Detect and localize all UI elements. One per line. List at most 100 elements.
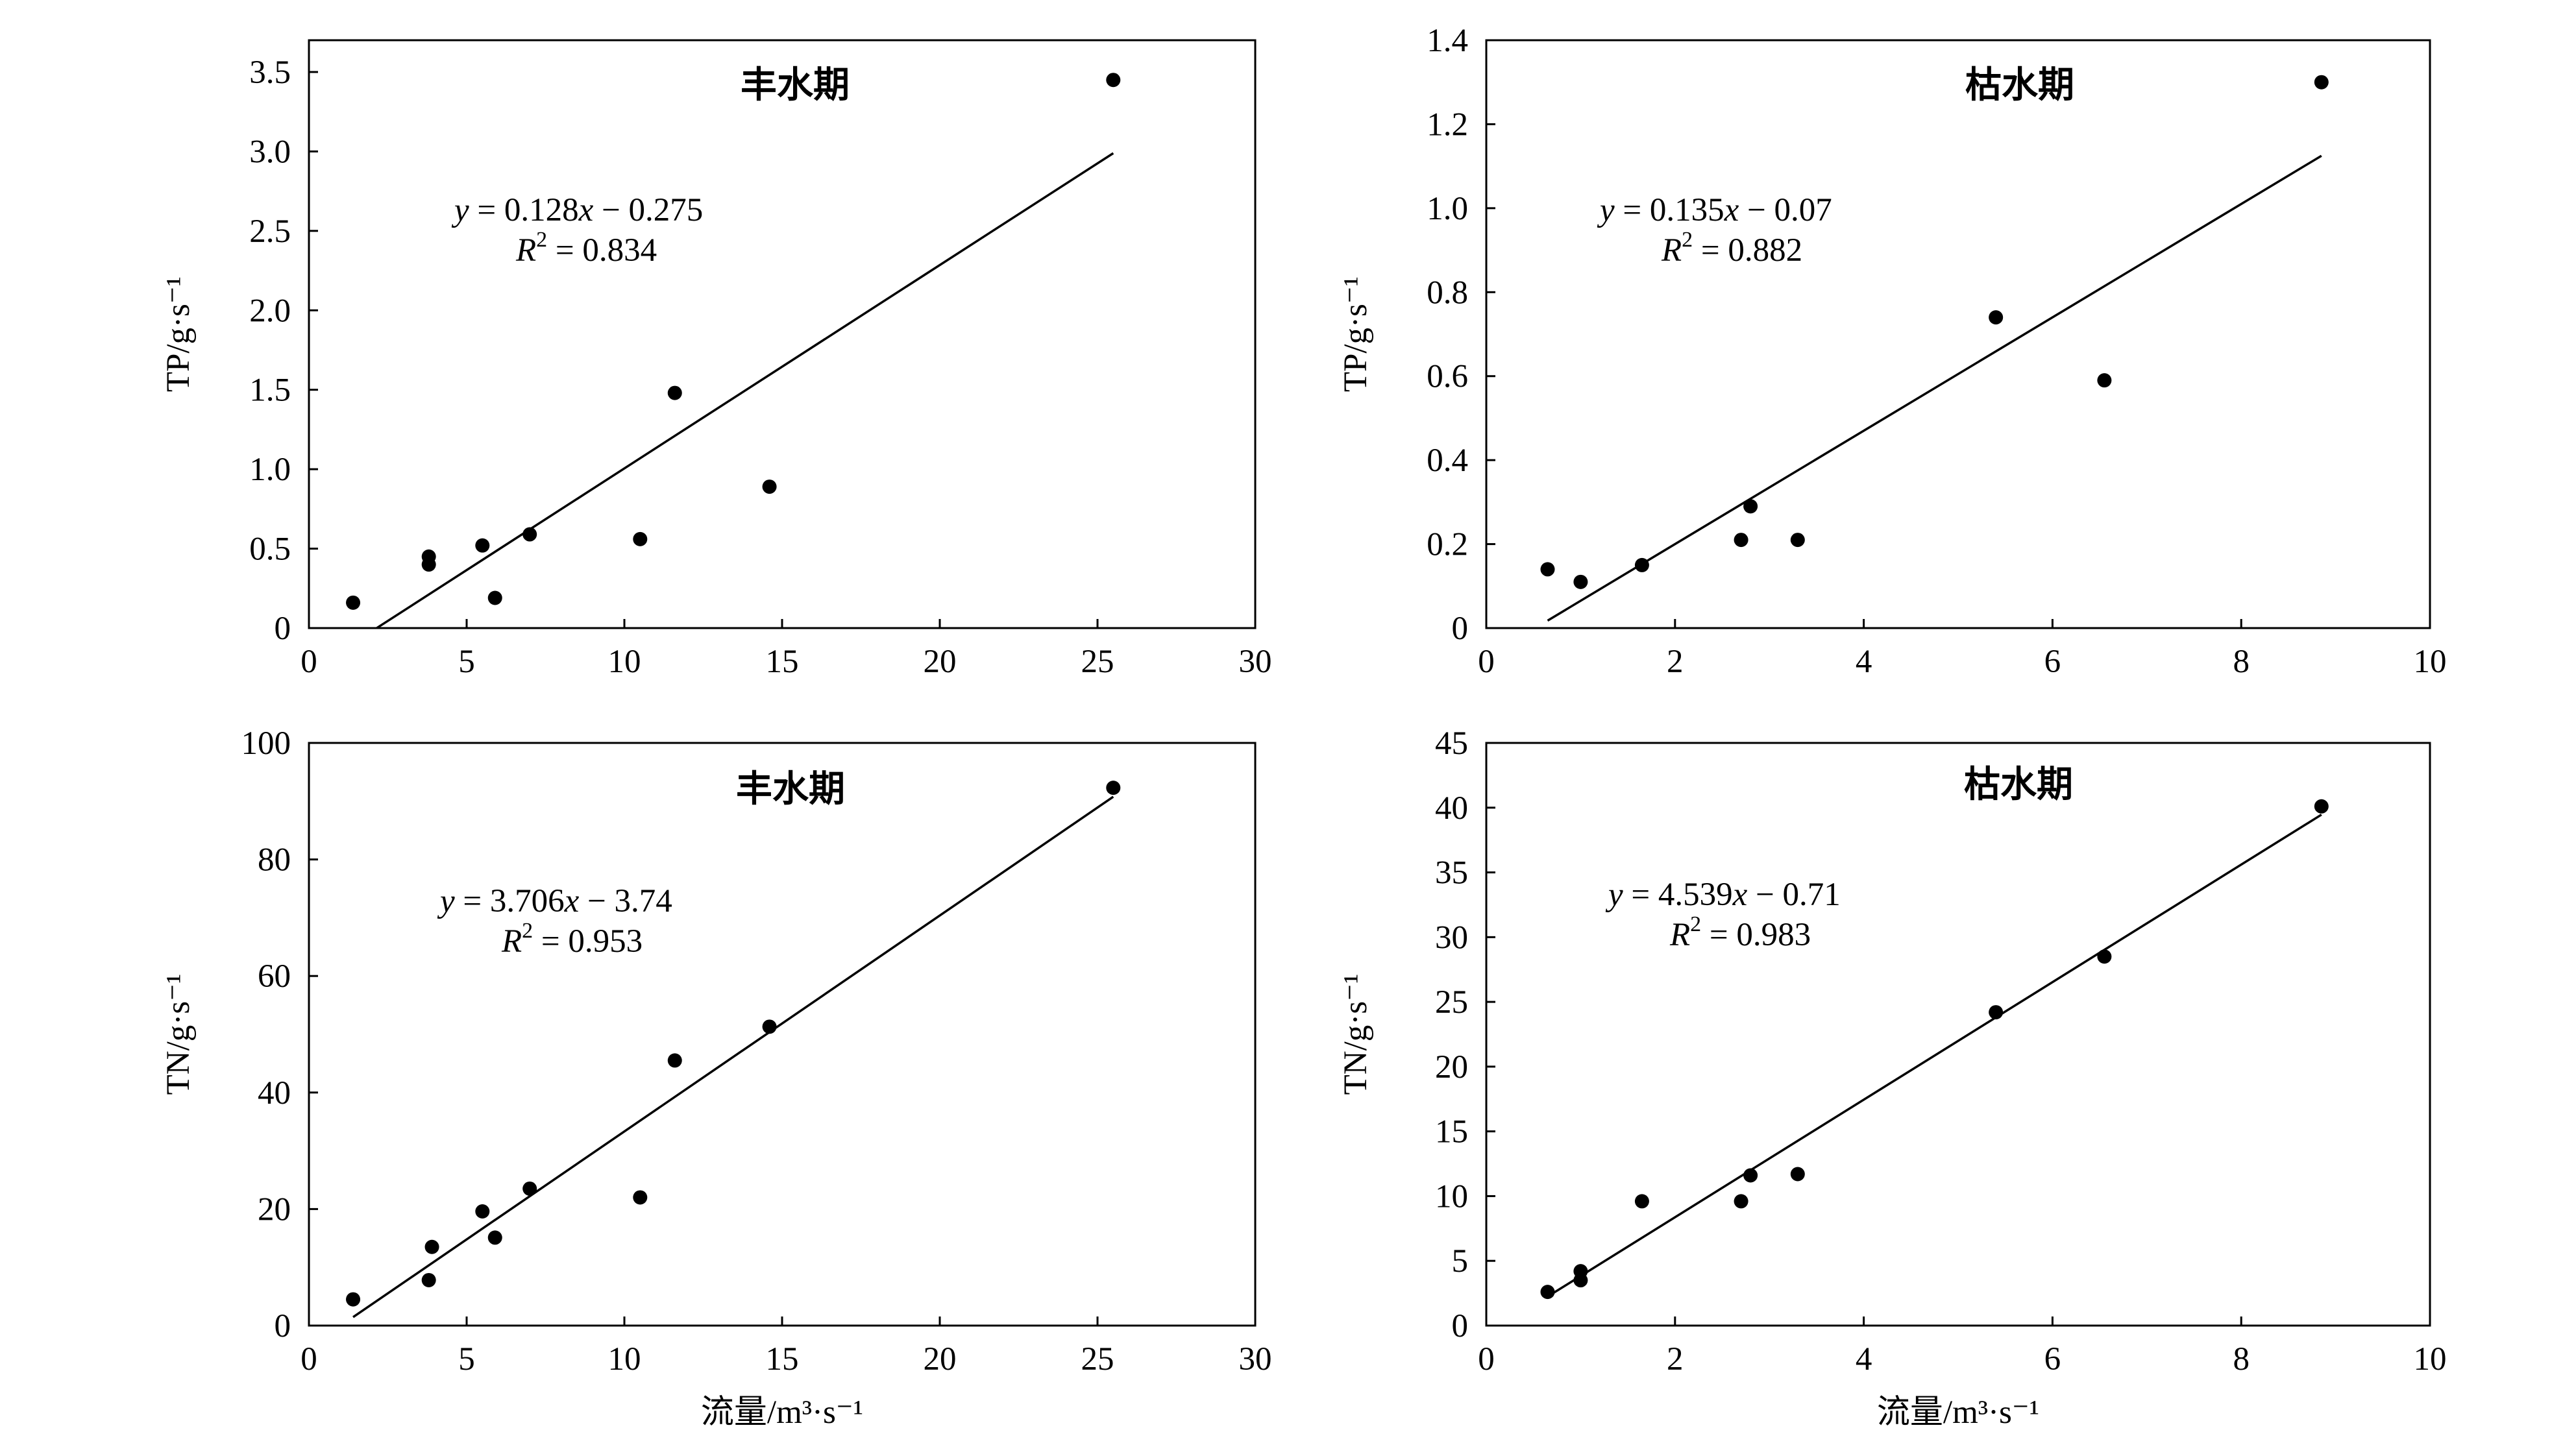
equation-slope: = 4.539 — [1623, 877, 1733, 913]
x-tick-label: 8 — [2233, 1341, 2250, 1377]
equation-slope: = 0.128 — [469, 192, 579, 228]
r-squared: R2 = 0.953 — [501, 919, 643, 960]
y-tick-label: 20 — [1435, 1049, 1468, 1086]
r-squared-exponent: 2 — [522, 919, 533, 943]
x-tick-label: 10 — [608, 1341, 641, 1377]
r-squared-symbol: R — [1661, 232, 1682, 269]
y-tick-label: 0.8 — [1427, 274, 1468, 311]
plot-frame — [1485, 742, 2431, 1327]
regression-equation: y = 0.135x − 0.07 — [1597, 192, 1832, 228]
data-point — [2097, 949, 2112, 964]
regression-line — [376, 152, 1114, 629]
r-squared-exponent: 2 — [1682, 228, 1693, 252]
equation-intercept: − 0.07 — [1739, 192, 1832, 228]
regression-equation: y = 0.128x − 0.275 — [451, 192, 703, 228]
data-point — [1989, 1005, 2004, 1020]
y-tick-label: 25 — [1435, 984, 1468, 1021]
equation-x-var: x — [1732, 877, 1748, 913]
data-point — [1790, 533, 1805, 548]
y-tick-label: 1.0 — [1427, 191, 1468, 227]
y-tick-label: 40 — [1435, 790, 1468, 827]
y-tick-label: 60 — [258, 958, 291, 995]
regression-line — [1547, 154, 2322, 622]
equation-intercept: − 3.74 — [579, 883, 672, 919]
r-squared-value: = 0.953 — [533, 923, 643, 960]
data-point — [1989, 310, 2004, 325]
data-point — [424, 1239, 439, 1254]
x-tick-label: 4 — [1856, 644, 1872, 680]
r-squared: R2 = 0.882 — [1661, 228, 1802, 269]
equation-y-var: y — [437, 883, 455, 919]
data-point — [2314, 799, 2329, 814]
x-tick-label: 10 — [608, 644, 641, 680]
y-tick-label: 100 — [241, 725, 291, 762]
chart-title: 丰水期 — [736, 770, 845, 810]
data-point — [346, 1292, 361, 1307]
x-tick-label: 25 — [1081, 1341, 1114, 1377]
y-tick-label: 20 — [258, 1191, 291, 1228]
equation-slope: = 3.706 — [455, 883, 565, 919]
x-axis-label: 流量/m³·s⁻¹ — [701, 1394, 863, 1431]
plot-frame — [308, 39, 1257, 629]
chart-title: 丰水期 — [741, 66, 850, 106]
data-point — [1734, 1194, 1748, 1209]
data-point — [475, 1204, 490, 1219]
chart-tp-wet-season: 0 5 10 15 20 25 30 0 0.5 1.0 1.5 2.0 2.5 3.0 3.5 丰水期 y =… — [160, 39, 1272, 680]
x-tick-label: 0 — [301, 644, 317, 680]
data-point — [1106, 781, 1121, 795]
data-point — [475, 538, 490, 553]
r-squared-exponent: 2 — [536, 228, 547, 252]
r-squared-symbol: R — [1669, 917, 1690, 953]
r-squared-value: = 0.882 — [1693, 232, 1802, 269]
r-squared-value: = 0.834 — [547, 232, 657, 269]
y-tick-label: 10 — [1435, 1178, 1468, 1215]
data-point — [1743, 499, 1758, 514]
regression-equation: y = 3.706x − 3.74 — [437, 883, 672, 919]
y-axis-label: TP/g·s⁻¹ — [1338, 276, 1374, 392]
chart-title: 枯水期 — [1964, 765, 2073, 805]
chart-title: 枯水期 — [1965, 66, 2074, 106]
equation-y-var: y — [1605, 877, 1623, 913]
equation-y-var: y — [451, 192, 469, 228]
data-point — [522, 1181, 537, 1196]
data-point — [667, 1053, 682, 1068]
x-tick-label: 20 — [924, 644, 957, 680]
data-point — [421, 1272, 436, 1287]
equation-x-var: x — [1724, 192, 1739, 228]
y-tick-label: 0 — [1452, 611, 1469, 647]
data-point — [2097, 373, 2112, 388]
data-point — [487, 590, 502, 605]
data-point — [1573, 1264, 1588, 1279]
x-tick-label: 4 — [1856, 1341, 1872, 1377]
y-tick-label: 40 — [258, 1075, 291, 1111]
data-point — [1540, 562, 1555, 577]
x-tick-label: 20 — [924, 1341, 957, 1377]
x-tick-label: 2 — [1667, 1341, 1684, 1377]
y-tick-label: 3.0 — [249, 134, 291, 170]
y-tick-label: 5 — [1452, 1243, 1469, 1280]
data-point — [1734, 533, 1748, 548]
equation-x-var: x — [578, 192, 594, 228]
data-point — [762, 479, 777, 494]
y-tick-label: 0.6 — [1427, 359, 1468, 395]
chart-tn-dry-season: 0 2 4 6 8 10 0 5 10 15 20 25 30 35 40 45 枯水期 y = 4.539x −… — [1338, 725, 2447, 1431]
y-tick-label: 2.5 — [249, 213, 291, 250]
plot-frame — [308, 742, 1257, 1327]
y-axis-label: TN/g·s⁻¹ — [1338, 974, 1374, 1095]
r-squared-symbol: R — [501, 923, 522, 960]
y-tick-label: 80 — [258, 842, 291, 879]
y-tick-label: 30 — [1435, 919, 1468, 956]
chart-tp-dry-season: 0 2 4 6 8 10 0 0.2 0.4 0.6 0.8 1.0 1.2 1.4 枯水期 y = 0.13… — [1338, 23, 2447, 680]
data-point — [1106, 73, 1121, 88]
y-axis-label: TP/g·s⁻¹ — [160, 276, 197, 392]
y-tick-label: 0.5 — [249, 531, 291, 568]
x-tick-label: 15 — [766, 1341, 799, 1377]
y-tick-label: 2.0 — [249, 293, 291, 329]
x-tick-label: 0 — [301, 1341, 317, 1377]
y-tick-label: 1.4 — [1427, 23, 1468, 59]
equation-slope: = 0.135 — [1615, 192, 1724, 228]
x-tick-label: 10 — [2414, 1341, 2447, 1377]
data-point — [762, 1019, 777, 1034]
data-point — [522, 527, 537, 542]
regression-line — [352, 795, 1114, 1318]
